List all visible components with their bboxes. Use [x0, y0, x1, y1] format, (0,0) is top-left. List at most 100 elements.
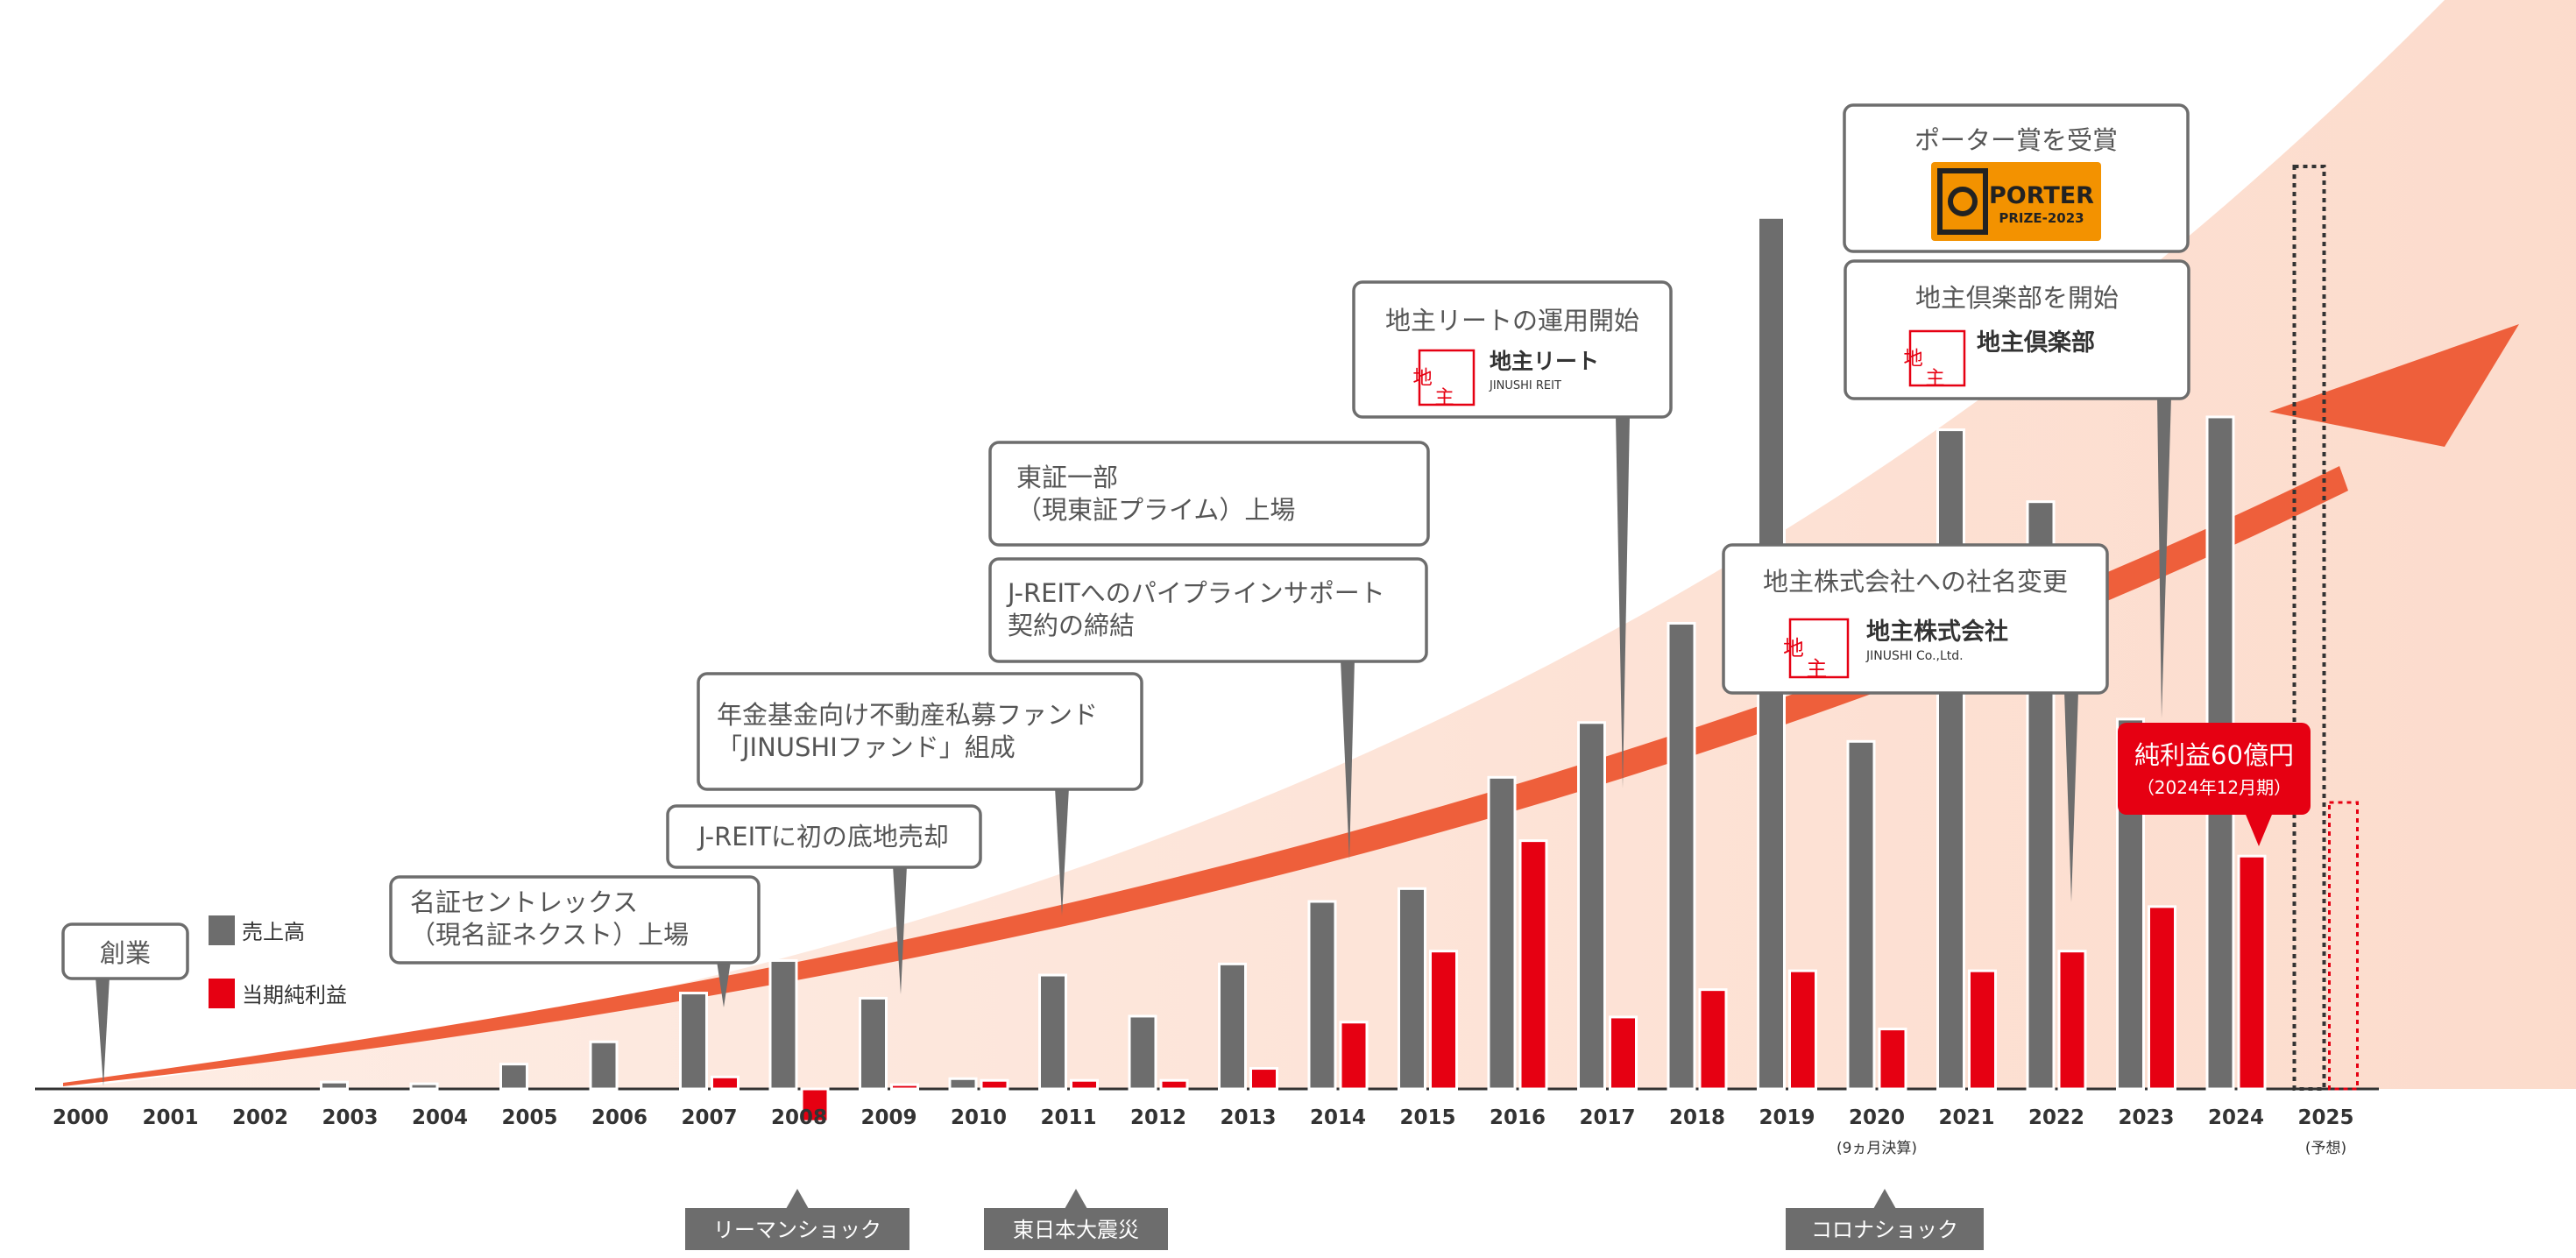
rename-logo-name: 地主株式会社 [1866, 618, 2008, 646]
highlight-subtitle: （2024年12月期） [2137, 777, 2291, 798]
callout-text-tse-1: （現東証プライム）上場 [1016, 495, 1295, 525]
event-2008: リーマンショック [685, 1189, 909, 1250]
profit-bar-2019 [1788, 969, 1817, 1091]
year-note-2025: (予想) [2305, 1140, 2346, 1157]
year-label-2021: 2021 [1938, 1106, 1994, 1129]
year-label-2020: 2020 [1849, 1106, 1905, 1129]
year-label-2012: 2012 [1130, 1106, 1186, 1129]
callout-box-reit-start [1352, 280, 1673, 419]
callout-pension-fund: 年金基金向け不動産私募ファンド「JINUSHIファンド」組成 [697, 672, 1143, 915]
sales-bar-2020 [1846, 739, 1876, 1091]
year-label-2025: 2025 [2297, 1106, 2353, 1129]
event-2020: コロナショック [1786, 1189, 1984, 1250]
callout-text-jreit-first-0: J-REITに初の底地売却 [697, 822, 949, 852]
year-label-2010: 2010 [951, 1106, 1007, 1129]
callout-text-pipeline-1: 契約の締結 [1008, 611, 1135, 640]
year-label-2005: 2005 [501, 1106, 557, 1129]
year-label-2016: 2016 [1490, 1106, 1546, 1129]
year-label-2000: 2000 [53, 1106, 109, 1129]
jinushi-mark-nushi: 主 [1806, 657, 1827, 682]
year-label-2009: 2009 [860, 1106, 916, 1129]
porter-logo-mark-circle [1948, 187, 1978, 216]
event-marker-2011 [1065, 1189, 1087, 1209]
year-label-2017: 2017 [1579, 1106, 1635, 1129]
jinushi-mark-frame [1908, 329, 1966, 387]
sales-bar-2018 [1667, 621, 1696, 1091]
year-label-2013: 2013 [1220, 1106, 1276, 1129]
callout-text-reit-start-0: 地主リートの運用開始 [1385, 306, 1639, 336]
highlight-pointer [2244, 810, 2274, 846]
sales-bar-2008 [768, 958, 798, 1091]
callout-pointer-meisho [717, 961, 731, 1007]
jinushi-mark-chi: 地 [1783, 636, 1804, 661]
sales-bar-2013 [1218, 962, 1247, 1091]
club-logo-name: 地主倶楽部 [1977, 329, 2095, 357]
profit-bar-2013 [1249, 1067, 1278, 1091]
profit-bar-2018 [1698, 988, 1728, 1091]
callout-text-porter-0: ポーター賞を受賞 [1914, 125, 2118, 155]
reit-logo-name: 地主リート [1490, 349, 1599, 374]
jinushi-mark-nushi: 主 [1925, 367, 1944, 390]
highlight-title: 純利益60億円 [2134, 740, 2294, 770]
economic-events: リーマンショック 東日本大震災 コロナショック [685, 1189, 1984, 1250]
event-marker-2020 [1873, 1189, 1896, 1209]
sales-bar-2010 [948, 1077, 978, 1091]
year-label-2011: 2011 [1040, 1106, 1096, 1129]
callout-box-club [1844, 259, 2190, 400]
reit-logo-sub: JINUSHI REIT [1489, 379, 1561, 392]
sales-bar-2014 [1307, 900, 1337, 1091]
porter-logo-sub: PRIZE-2023 [1999, 210, 2084, 226]
profit-bar-2016 [1518, 839, 1548, 1091]
callout-jreit-first: J-REITに初の底地売却 [666, 804, 982, 994]
sales-bar-2016 [1487, 775, 1517, 1091]
callout-pointer-club [2157, 397, 2171, 718]
callout-text-pension-fund-0: 年金基金向け不動産私募ファンド [717, 700, 1098, 730]
event-box-2008 [685, 1208, 909, 1250]
callout-founding: 創業 [61, 922, 189, 1086]
jinushi-mark-frame [1418, 349, 1476, 406]
callout-pointer-rename [2064, 691, 2078, 902]
profit-bar-2009 [890, 1083, 919, 1091]
sales-bar-2006 [589, 1040, 619, 1091]
sales-bar-2015 [1398, 887, 1426, 1091]
event-label-2011: 東日本大震災 [1013, 1218, 1139, 1242]
forecast-profit-box [2328, 801, 2359, 1091]
profit-bar-2015 [1429, 950, 1458, 1091]
year-label-2022: 2022 [2028, 1106, 2084, 1129]
growth-arrow-head [2269, 324, 2519, 447]
legend-swatch-1 [209, 979, 235, 1008]
legend-label-1: 当期純利益 [242, 983, 347, 1007]
rename-logo-sub: JINUSHI Co.,Ltd. [1865, 649, 1964, 663]
year-label-2007: 2007 [681, 1106, 737, 1129]
event-2011: 東日本大震災 [984, 1189, 1168, 1250]
event-label-2008: リーマンショック [713, 1218, 881, 1242]
profit-bar-2008 [800, 1087, 830, 1123]
profit-bar-2021 [1968, 969, 1997, 1091]
callout-pointer-reit-start [1616, 415, 1630, 788]
callout-box-pension-fund [697, 672, 1143, 791]
callout-text-club-0: 地主倶楽部を開始 [1915, 283, 2119, 313]
series-net-profit [711, 839, 2267, 1123]
callout-box-jreit-first [666, 804, 982, 869]
callout-box-rename [1722, 543, 2109, 695]
profit-bar-2017 [1609, 1015, 1638, 1091]
porter-logo-name: PORTER [1989, 182, 2094, 209]
profit-bar-2010 [980, 1078, 1009, 1091]
profit-bar-2014 [1339, 1021, 1369, 1091]
profit-bar-2012 [1159, 1078, 1189, 1091]
callout-text-meisho-1: （現名証ネクスト）上場 [410, 920, 689, 950]
callout-pointer-jreit-first [893, 866, 907, 994]
highlight-net-profit: 純利益60億円 （2024年12月期） [2118, 723, 2311, 846]
callout-text-rename-0: 地主株式会社への社名変更 [1763, 567, 2068, 597]
year-label-2002: 2002 [232, 1106, 288, 1129]
profit-bar-2022 [2057, 950, 2087, 1091]
profit-bar-2023 [2148, 905, 2176, 1091]
callout-tse: 東証一部 （現東証プライム）上場 [988, 441, 1430, 547]
sales-bar-2003 [320, 1080, 349, 1091]
legend-label-0: 売上高 [242, 920, 305, 944]
jinushi-mark-chi: 地 [1413, 366, 1433, 389]
